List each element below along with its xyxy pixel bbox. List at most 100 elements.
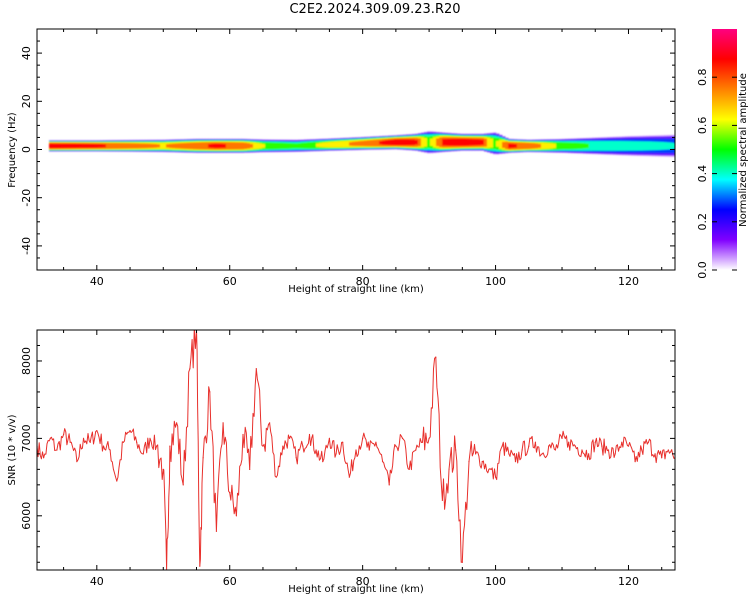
snr-data-point [182, 484, 184, 486]
spectrogram-cell [379, 141, 383, 145]
spectrogram-cell [490, 138, 494, 148]
spectrogram-cell [295, 143, 299, 149]
spectrogram-cell [139, 143, 143, 149]
spectrogram-cell [364, 140, 368, 147]
y-tick-label: 40 [20, 46, 33, 60]
spectrogram-cell [640, 141, 644, 151]
spectrogram-cell [349, 142, 353, 146]
spectrogram-cell [178, 143, 182, 149]
snr-data-point [601, 445, 603, 447]
spectrogram-cell [244, 142, 248, 149]
y-tick-label: 7000 [20, 424, 33, 452]
spectrogram-cell [415, 139, 419, 145]
x-tick-label: 80 [356, 575, 370, 588]
spectrogram-cell [652, 141, 656, 151]
snr-data-point [574, 445, 576, 447]
spectrogram-cell [289, 143, 293, 149]
spectrogram-cell [655, 141, 659, 151]
spectrogram-cell [292, 143, 296, 149]
spectrogram-cell [157, 144, 161, 148]
snr-data-point [222, 422, 224, 424]
snr-data-point [634, 461, 636, 463]
spectrogram-cell [481, 139, 485, 145]
spectrogram-cell [565, 142, 569, 150]
snr-data-point [428, 437, 430, 439]
snr-data-point [375, 441, 377, 443]
spectrogram-cell [670, 142, 674, 150]
snr-data-point [275, 476, 277, 478]
spectrogram-cell [136, 143, 140, 149]
snr-data-point [494, 476, 497, 478]
y-tick-label: 0 [20, 146, 33, 153]
snr-data-point [229, 491, 231, 494]
snr-data-point [614, 453, 616, 455]
spectrogram-cell [316, 143, 320, 147]
spectrogram-cell [154, 144, 158, 148]
spectrogram-y-ticks: -40 -20 0 20 40 [20, 28, 675, 271]
spectrogram-cell [544, 142, 548, 150]
spectrogram-cell [340, 141, 344, 148]
spectrogram-cell [454, 138, 458, 146]
spectrogram-cell [412, 139, 416, 146]
snr-data-point [388, 484, 390, 486]
snr-data-point [302, 445, 304, 447]
snr-data-point [116, 480, 118, 482]
spectrogram-cell [472, 138, 476, 146]
spectrogram-cell [100, 144, 104, 148]
spectrogram-cell [403, 139, 407, 146]
spectrogram-cell [409, 139, 413, 146]
y-tick-label: 20 [20, 94, 33, 108]
spectrogram-cell [664, 142, 668, 150]
x-tick-label: 120 [618, 275, 639, 288]
spectrogram-cell [130, 143, 134, 149]
x-tick-label: 60 [223, 575, 237, 588]
spectrogram-cell [649, 141, 653, 151]
spectrogram-cell [637, 141, 641, 151]
snr-panel: 40 60 80 100 120 6000 7000 8000 Height of stra… [7, 329, 676, 595]
snr-data-point [448, 468, 450, 470]
snr-data-point [501, 445, 503, 447]
snr-data-point [295, 457, 297, 459]
spectrogram-cell [313, 141, 317, 149]
spectrogram-cell [499, 139, 503, 149]
spectrogram-cell [211, 143, 215, 149]
snr-data-point [654, 453, 656, 455]
snr-data-point [315, 449, 317, 451]
spectrogram-cell [58, 143, 62, 149]
snr-data-point [235, 515, 237, 517]
spectrogram-cell [571, 142, 575, 150]
spectrogram-cell [121, 143, 125, 149]
colorbar-tick-label: 0.8 [696, 68, 709, 86]
spectrogram-cell [661, 141, 665, 150]
spectrogram-cell [331, 141, 335, 148]
spectrogram-cell [469, 138, 473, 146]
spectrogram-cell [607, 140, 611, 151]
spectrogram-cell [160, 142, 164, 150]
spectrogram-cell [421, 137, 425, 148]
spectrogram-cell [673, 143, 675, 149]
snr-data-point [401, 437, 404, 439]
snr-data-point [461, 561, 463, 563]
spectrogram-cell [118, 143, 122, 149]
spectrogram-cell [526, 142, 530, 149]
snr-data-point [421, 441, 424, 443]
spectrogram-cell [172, 143, 176, 149]
snr-data-point [199, 565, 201, 567]
spectrogram-cell [85, 143, 89, 148]
snr-data-point [395, 445, 397, 447]
spectrogram-cell [286, 142, 290, 149]
snr-data-point [335, 453, 337, 455]
spectrogram-cell [319, 142, 323, 148]
snr-data-point [641, 449, 643, 451]
snr-data-point [468, 461, 470, 463]
spectrogram-cell [568, 142, 572, 150]
spectrogram-cell [283, 142, 287, 149]
snr-data-point [262, 445, 264, 447]
spectrogram-cell [388, 139, 392, 146]
spectrogram-cell [646, 141, 650, 151]
snr-data-point [49, 437, 51, 439]
x-tick-label: 80 [356, 275, 370, 288]
spectrogram-cell [643, 141, 647, 151]
y-tick-label: 6000 [20, 502, 33, 530]
spectrogram-cell [67, 143, 71, 149]
